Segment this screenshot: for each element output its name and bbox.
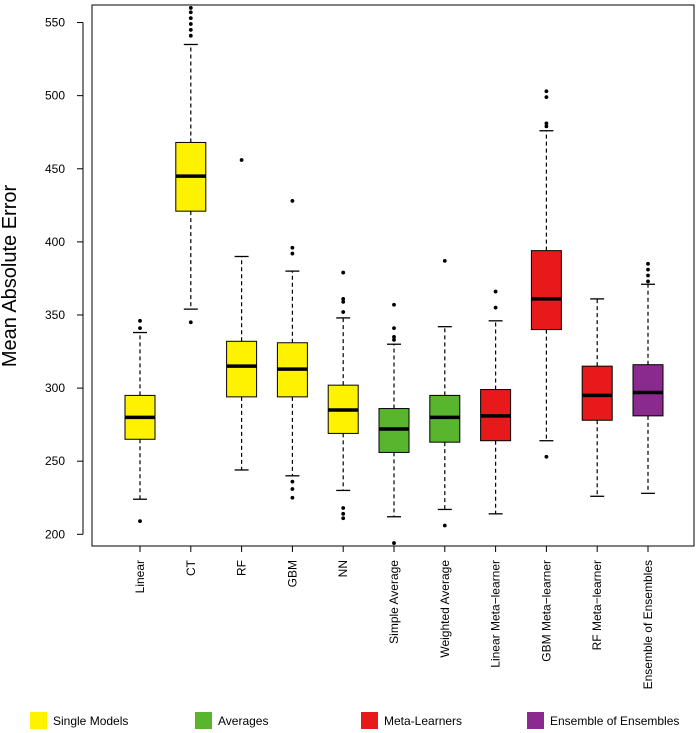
x-tick-label: Weighted Average — [438, 560, 452, 658]
outlier-point — [544, 121, 549, 126]
outlier-point — [442, 523, 447, 528]
y-tick-label: 200 — [45, 527, 65, 541]
x-tick-label: GBM Meta−learner — [539, 560, 553, 662]
box-10 — [632, 261, 664, 495]
outlier-point — [290, 245, 295, 250]
iqr-box — [530, 250, 562, 331]
outlier-point — [544, 89, 549, 94]
box-8 — [530, 89, 562, 459]
outlier-point — [188, 16, 193, 21]
outlier-point — [392, 326, 396, 331]
outlier-point — [646, 273, 650, 278]
y-axis: 200 250 300 350 400 450 500 550 — [45, 16, 84, 541]
outlier-point — [290, 251, 295, 256]
outlier-point — [138, 318, 142, 323]
x-tick-label: Linear Meta−learner — [489, 560, 503, 668]
outlier-point — [392, 335, 396, 339]
outlier-point — [493, 305, 498, 310]
y-tick-label: 250 — [45, 454, 65, 468]
y-tick-label: 450 — [45, 162, 65, 176]
outlier-point — [341, 506, 346, 510]
y-axis-title: Mean Absolute Error — [0, 185, 21, 368]
legend-swatch — [527, 712, 544, 729]
box-2 — [226, 158, 258, 471]
outlier-point — [188, 27, 193, 32]
outlier-point — [341, 270, 346, 275]
iqr-box — [632, 364, 664, 417]
box-7 — [480, 289, 512, 515]
outlier-point — [239, 158, 244, 162]
outlier-point — [493, 289, 498, 294]
x-tick-label: CT — [184, 559, 198, 576]
legend-label: Averages — [218, 714, 268, 728]
outlier-point — [442, 258, 447, 263]
outlier-point — [341, 516, 346, 521]
outlier-point — [188, 22, 193, 26]
outlier-point — [646, 279, 650, 284]
legend: Single Models Averages Meta-Learners Ensemb… — [30, 712, 679, 729]
outlier-point — [544, 124, 549, 129]
y-tick-label: 400 — [45, 235, 65, 249]
outlier-point — [138, 326, 142, 331]
outlier-point — [341, 299, 346, 304]
outlier-point — [341, 511, 346, 516]
y-tick-label: 300 — [45, 381, 65, 395]
outlier-point — [646, 267, 650, 272]
x-tick-label: Simple Average — [387, 560, 401, 644]
outlier-point — [188, 320, 193, 325]
box-5 — [378, 302, 410, 545]
outlier-point — [138, 519, 142, 524]
x-axis-labels: Linear CT RF GBM NN Simple Average Weighted Av… — [133, 546, 655, 689]
plot-frame — [91, 4, 695, 547]
y-tick-label: 350 — [45, 308, 65, 322]
box-1 — [175, 6, 207, 325]
outlier-point — [290, 199, 295, 203]
legend-swatch — [30, 712, 47, 729]
outlier-point — [188, 6, 193, 10]
outlier-point — [392, 541, 396, 545]
x-tick-label: Ensemble of Ensembles — [641, 560, 655, 689]
iqr-box — [581, 365, 613, 421]
legend-label: Single Models — [53, 714, 128, 728]
outlier-point — [341, 296, 346, 301]
boxes-group — [124, 6, 664, 545]
box-9 — [581, 298, 613, 497]
outlier-point — [392, 337, 396, 342]
outlier-point — [392, 302, 396, 307]
outlier-point — [544, 454, 549, 459]
x-tick-label: RF Meta−learner — [590, 560, 604, 650]
box-4 — [327, 270, 359, 521]
legend-swatch — [361, 712, 378, 729]
box-3 — [276, 199, 308, 500]
x-tick-label: GBM — [285, 560, 299, 587]
outlier-point — [188, 10, 193, 15]
outlier-point — [646, 261, 650, 266]
x-tick-label: NN — [336, 560, 350, 577]
outlier-point — [544, 95, 549, 100]
outlier-point — [341, 310, 346, 314]
x-tick-label: RF — [235, 560, 249, 576]
box-0 — [124, 318, 156, 524]
legend-label: Meta-Learners — [384, 714, 462, 728]
outlier-point — [188, 33, 193, 38]
legend-swatch — [195, 712, 212, 729]
legend-label: Ensemble of Ensembles — [550, 714, 679, 728]
y-tick-label: 550 — [45, 16, 65, 30]
outlier-point — [290, 495, 295, 500]
x-tick-label: Linear — [133, 560, 147, 593]
y-tick-label: 500 — [45, 89, 65, 103]
iqr-box — [226, 340, 258, 398]
outlier-point — [290, 487, 295, 491]
outlier-point — [290, 479, 295, 484]
box-6 — [429, 258, 461, 528]
